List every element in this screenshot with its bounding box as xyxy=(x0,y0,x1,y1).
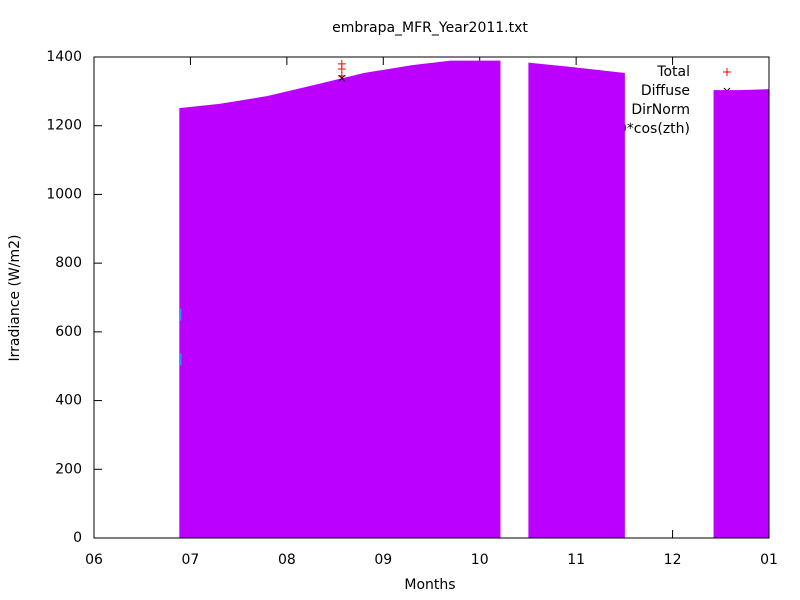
area xyxy=(528,62,625,539)
y-tick-label: 1200 xyxy=(46,118,82,134)
legend-label: Diffuse xyxy=(641,83,690,99)
plot-border xyxy=(93,56,770,539)
y-tick-label: 1400 xyxy=(46,49,82,65)
x-tick-label: 07 xyxy=(182,552,200,568)
legend-label: DirNorm xyxy=(631,102,690,118)
x-tick-label: 06 xyxy=(85,552,103,568)
x-tick-label: 10 xyxy=(471,552,489,568)
legend-label: S0*cos(zth) xyxy=(609,121,690,137)
y-tick-label: 200 xyxy=(55,461,82,477)
x-tick-label: 12 xyxy=(664,552,682,568)
point xyxy=(338,74,346,82)
y-tick-label: 0 xyxy=(73,530,82,546)
x-tick-label: 01 xyxy=(760,552,778,568)
x-axis-label: Months xyxy=(404,577,455,593)
legend-label: Total xyxy=(656,64,690,80)
x-tick-label: 11 xyxy=(567,552,585,568)
chart-title: embrapa_MFR_Year2011.txt xyxy=(332,20,528,36)
area xyxy=(179,60,501,539)
y-tick-label: 1000 xyxy=(46,186,82,202)
y-tick-label: 800 xyxy=(55,255,82,271)
area xyxy=(713,89,770,539)
x-tick-label: 08 xyxy=(278,552,296,568)
y-tick-label: 600 xyxy=(55,324,82,340)
point xyxy=(337,65,346,74)
x-tick-label: 09 xyxy=(374,552,392,568)
y-tick-label: 400 xyxy=(55,393,82,409)
legend-marker xyxy=(723,68,731,76)
y-axis-label: Irradiance (W/m2) xyxy=(7,235,23,362)
